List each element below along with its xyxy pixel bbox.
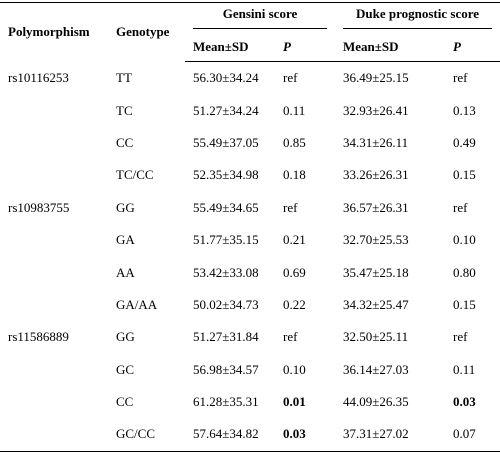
cell [0,386,108,418]
genotype: TC/CC [116,167,154,183]
sub-header: Mean±SD [185,32,275,62]
value-cell: 61.28±35.31 [193,394,259,410]
cell [0,127,108,159]
genotype: TT [116,69,132,85]
header-cell: Polymorphism [8,24,90,40]
value-cell: ref [283,329,298,345]
value-cell: ref [283,199,298,215]
cell [0,354,108,386]
genotype: TC [116,102,133,118]
table-row: rs10983755 GG 55.49±34.65 ref 36.57±26.31 ref [0,192,500,224]
value-cell: 0.49 [453,134,476,150]
value-cell: 0.15 [453,167,476,183]
table-row: rs11586889 GG 51.27±31.84 ref 32.50±25.11 ref [0,321,500,353]
cell [0,159,108,191]
polymorphism: rs10983755 [8,199,70,215]
value-cell: 0.13 [453,102,476,118]
value-cell: 34.31±26.11 [343,134,409,150]
value-cell: 0.85 [283,134,306,150]
value-cell: 56.30±34.24 [193,70,259,86]
genotype: GC/CC [116,426,156,442]
group-label: Duke prognostic score [343,6,493,29]
value-cell: 0.18 [283,167,306,183]
table-row: CC 61.28±35.31 0.01 44.09±26.35 0.03 [0,386,500,418]
genotype: CC [116,394,134,410]
value-cell: 0.80 [453,264,476,280]
header-cell: Genotype [116,24,170,40]
value-cell: 0.03 [453,394,476,410]
value-cell: 0.10 [283,361,306,377]
value-cell: ref [283,70,298,86]
value-cell: 57.64±34.82 [193,426,259,442]
genotype: GC [116,361,135,377]
value-cell: 36.14±27.03 [343,361,409,377]
value-cell: 33.26±26.31 [343,167,409,183]
value-cell: ref [453,329,468,345]
sub-header: P [275,32,336,62]
polymorphism: rs11586889 [8,329,69,345]
value-cell: 52.35±34.98 [193,167,259,183]
table-row: AA 53.42±33.08 0.69 35.47±25.18 0.80 [0,256,500,288]
cell [0,289,108,321]
genotype: AA [116,264,135,280]
value-cell: 55.49±37.05 [193,134,259,150]
sub-header: P [445,32,500,62]
cell [0,256,108,288]
value-cell: 51.77±35.15 [193,232,259,248]
value-cell: 53.42±33.08 [193,264,259,280]
value-cell: 55.49±34.65 [193,199,259,215]
genotype: CC [116,134,134,150]
genotype: GG [116,329,135,345]
value-cell: 51.27±31.84 [193,329,259,345]
value-cell: 51.27±34.24 [193,102,259,118]
table-row: TC 51.27±34.24 0.11 32.93±26.41 0.13 [0,94,500,126]
value-cell: 0.22 [283,296,306,312]
cell [0,418,108,451]
table-row: GA/AA 50.02±34.73 0.22 34.32±25.47 0.15 [0,289,500,321]
value-cell: 0.11 [283,102,306,118]
genotype: GA/AA [116,296,158,312]
value-cell: 32.50±25.11 [343,329,409,345]
value-cell: 32.70±25.53 [343,232,409,248]
genotype: GA [116,232,135,248]
value-cell: 44.09±26.35 [343,394,409,410]
cell [0,94,108,126]
value-cell: 0.69 [283,264,306,280]
group-label: Gensini score [193,6,328,29]
value-cell: ref [453,199,468,215]
polymorphism: rs10116253 [8,69,69,85]
value-cell: 0.07 [453,426,476,442]
genotype: GG [116,199,135,215]
table-row: GC/CC 57.64±34.82 0.03 37.31±27.02 0.07 [0,418,500,451]
value-cell: 0.03 [283,426,306,442]
value-cell: 50.02±34.73 [193,296,259,312]
table-row: GC 56.98±34.57 0.10 36.14±27.03 0.11 [0,354,500,386]
value-cell: 0.21 [283,232,306,248]
table-row: rs10116253 TT 56.30±34.24 ref 36.49±25.15 ref [0,62,500,95]
table-row: CC 55.49±37.05 0.85 34.31±26.11 0.49 [0,127,500,159]
value-cell: 0.01 [283,394,306,410]
value-cell: 0.11 [453,361,476,377]
value-cell: 36.57±26.31 [343,199,409,215]
table-row: GA 51.77±35.15 0.21 32.70±25.53 0.10 [0,224,500,256]
value-cell: 0.10 [453,232,476,248]
value-cell: 0.15 [453,296,476,312]
value-cell: 34.32±25.47 [343,296,409,312]
value-cell: 37.31±27.02 [343,426,409,442]
table-body: rs10116253 TT 56.30±34.24 ref 36.49±25.15 ref… [0,62,500,452]
value-cell: 36.49±25.15 [343,70,409,86]
group-header: Gensini score [185,3,335,33]
value-cell: 32.93±26.41 [343,102,409,118]
value-cell: 35.47±25.18 [343,264,409,280]
group-header: Duke prognostic score [335,3,500,33]
value-cell: ref [453,70,468,86]
cell [0,224,108,256]
sub-header: Mean±SD [335,32,446,62]
table-row: TC/CC 52.35±34.98 0.18 33.26±26.31 0.15 [0,159,500,191]
value-cell: 56.98±34.57 [193,361,259,377]
